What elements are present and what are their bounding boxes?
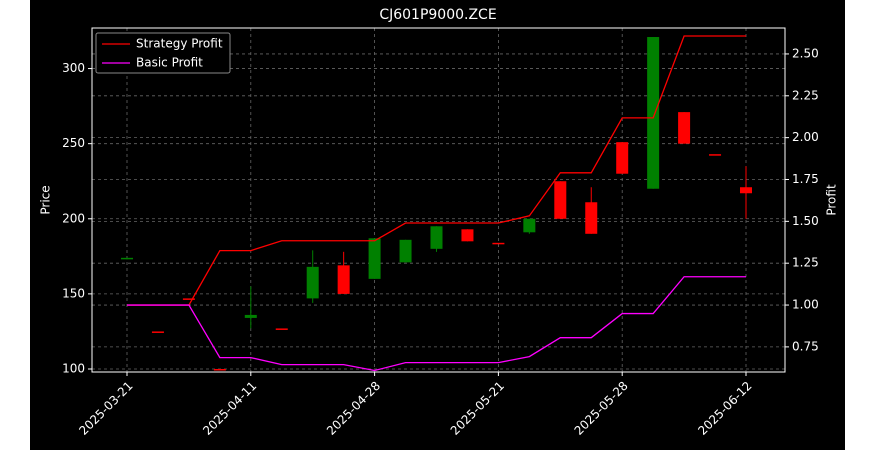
- candle-body: [492, 242, 505, 245]
- y-tick-label: 250: [62, 136, 85, 150]
- profit-line: [127, 276, 746, 372]
- candle-body: [523, 218, 536, 233]
- candle-body: [554, 181, 567, 219]
- chart-title: CJ601P9000.ZCE: [379, 7, 496, 23]
- candle-body: [461, 229, 474, 242]
- y-axis-label: Price: [39, 185, 53, 214]
- y-tick-label: 200: [62, 211, 85, 225]
- candle-body: [709, 154, 722, 156]
- y-tick-label: 300: [62, 61, 85, 75]
- candle-body: [368, 238, 381, 279]
- candle-body: [616, 142, 629, 174]
- candle-body: [430, 226, 443, 249]
- y2-tick-label: 0.75: [792, 339, 819, 353]
- candle-body: [337, 265, 350, 294]
- y2-tick-label: 1.25: [792, 256, 819, 270]
- candle-body: [213, 368, 226, 371]
- candle-body: [275, 328, 288, 330]
- y2-tick-label: 1.00: [792, 298, 819, 312]
- candle-body: [399, 239, 412, 263]
- y-tick-label: 100: [62, 361, 85, 375]
- candle-body: [647, 37, 660, 189]
- figure-background: [30, 0, 845, 450]
- candle-body: [306, 266, 319, 299]
- candle-body: [182, 298, 195, 300]
- candle-body: [244, 314, 257, 318]
- y2-tick-label: 1.75: [792, 172, 819, 186]
- legend-label: Strategy Profit: [136, 37, 223, 51]
- candle-body: [585, 202, 598, 234]
- legend-label: Basic Profit: [136, 56, 203, 70]
- y2-axis-label: Profit: [825, 184, 839, 216]
- y2-tick-label: 2.50: [792, 46, 819, 60]
- candle-body: [740, 187, 752, 194]
- y-tick-label: 150: [62, 286, 85, 300]
- candle-body: [121, 257, 133, 260]
- plot-frame: [91, 27, 786, 373]
- y2-tick-label: 2.00: [792, 130, 819, 144]
- candle-body: [678, 112, 691, 144]
- y2-tick-label: 1.50: [792, 214, 819, 228]
- candle-body: [151, 331, 164, 333]
- y2-tick-label: 2.25: [792, 88, 819, 102]
- profit-line: [127, 35, 746, 306]
